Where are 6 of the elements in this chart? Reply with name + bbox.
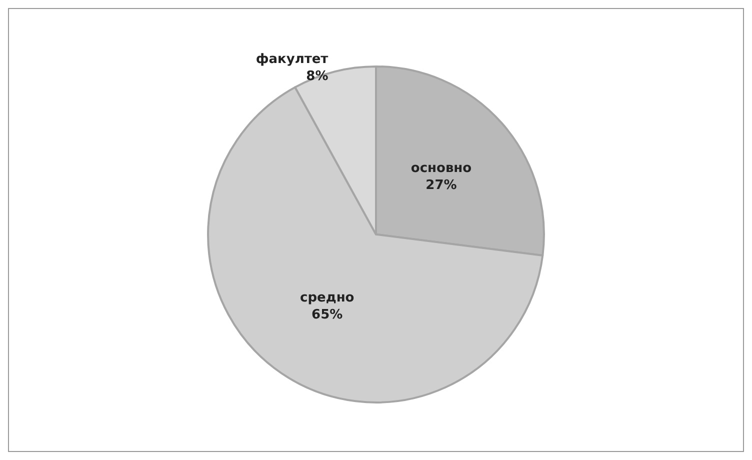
data-label: 27% xyxy=(426,178,457,193)
slice-label: средно xyxy=(300,290,354,306)
data-label: 65% xyxy=(312,307,343,322)
slice-label: факултет xyxy=(256,52,329,67)
data-label: 8% xyxy=(306,68,328,84)
slice-label: основно xyxy=(410,160,472,176)
